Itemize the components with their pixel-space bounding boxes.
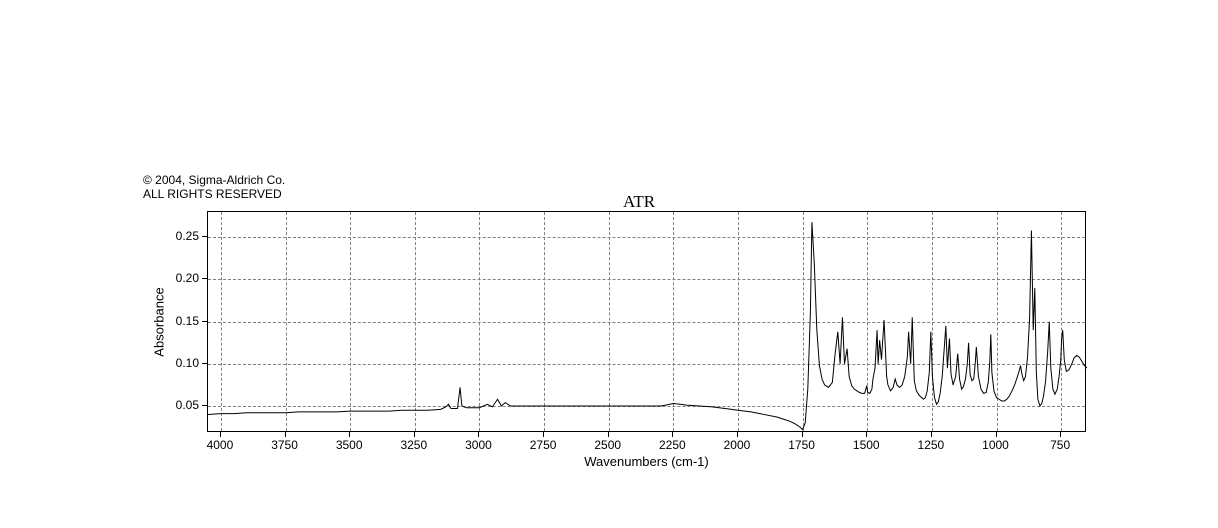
spectrum-line bbox=[208, 222, 1087, 430]
x-tick-label: 1000 bbox=[982, 438, 1009, 452]
page-container: © 2004, Sigma-Aldrich Co. ALL RIGHTS RES… bbox=[0, 0, 1218, 528]
spectrum-svg bbox=[208, 212, 1087, 433]
x-tick-mark bbox=[996, 432, 997, 437]
x-tick-label: 1250 bbox=[918, 438, 945, 452]
x-tick-mark bbox=[478, 432, 479, 437]
y-tick-mark bbox=[202, 236, 207, 237]
x-tick-label: 2750 bbox=[530, 438, 557, 452]
x-tick-mark bbox=[608, 432, 609, 437]
x-tick-label: 2250 bbox=[659, 438, 686, 452]
y-tick-label: 0.05 bbox=[0, 398, 199, 412]
x-tick-label: 2500 bbox=[594, 438, 621, 452]
chart-title: ATR bbox=[623, 192, 655, 212]
y-tick-mark bbox=[202, 363, 207, 364]
x-tick-mark bbox=[866, 432, 867, 437]
x-tick-label: 3500 bbox=[336, 438, 363, 452]
plot-frame bbox=[207, 211, 1086, 432]
y-tick-label: 0.20 bbox=[0, 271, 199, 285]
x-axis-label: Wavenumbers (cm-1) bbox=[584, 454, 708, 469]
x-tick-mark bbox=[220, 432, 221, 437]
y-tick-mark bbox=[202, 278, 207, 279]
x-tick-mark bbox=[543, 432, 544, 437]
copyright-line-2: ALL RIGHTS RESERVED bbox=[143, 188, 285, 202]
x-tick-mark bbox=[672, 432, 673, 437]
x-tick-label: 1750 bbox=[788, 438, 815, 452]
x-tick-label: 3250 bbox=[400, 438, 427, 452]
copyright-block: © 2004, Sigma-Aldrich Co. ALL RIGHTS RES… bbox=[143, 174, 285, 202]
x-tick-mark bbox=[931, 432, 932, 437]
y-tick-mark bbox=[202, 321, 207, 322]
x-tick-label: 4000 bbox=[207, 438, 234, 452]
x-tick-mark bbox=[414, 432, 415, 437]
copyright-line-1: © 2004, Sigma-Aldrich Co. bbox=[143, 174, 285, 188]
x-tick-mark bbox=[802, 432, 803, 437]
x-tick-label: 3000 bbox=[465, 438, 492, 452]
x-tick-label: 750 bbox=[1050, 438, 1070, 452]
y-tick-label: 0.15 bbox=[0, 314, 199, 328]
y-axis-label: Absorbance bbox=[152, 287, 167, 356]
y-tick-label: 0.25 bbox=[0, 229, 199, 243]
y-tick-label: 0.10 bbox=[0, 356, 199, 370]
x-tick-label: 2000 bbox=[724, 438, 751, 452]
x-tick-label: 1500 bbox=[853, 438, 880, 452]
x-tick-mark bbox=[737, 432, 738, 437]
x-tick-mark bbox=[1060, 432, 1061, 437]
x-tick-mark bbox=[349, 432, 350, 437]
x-tick-label: 3750 bbox=[271, 438, 298, 452]
x-tick-mark bbox=[285, 432, 286, 437]
y-tick-mark bbox=[202, 405, 207, 406]
